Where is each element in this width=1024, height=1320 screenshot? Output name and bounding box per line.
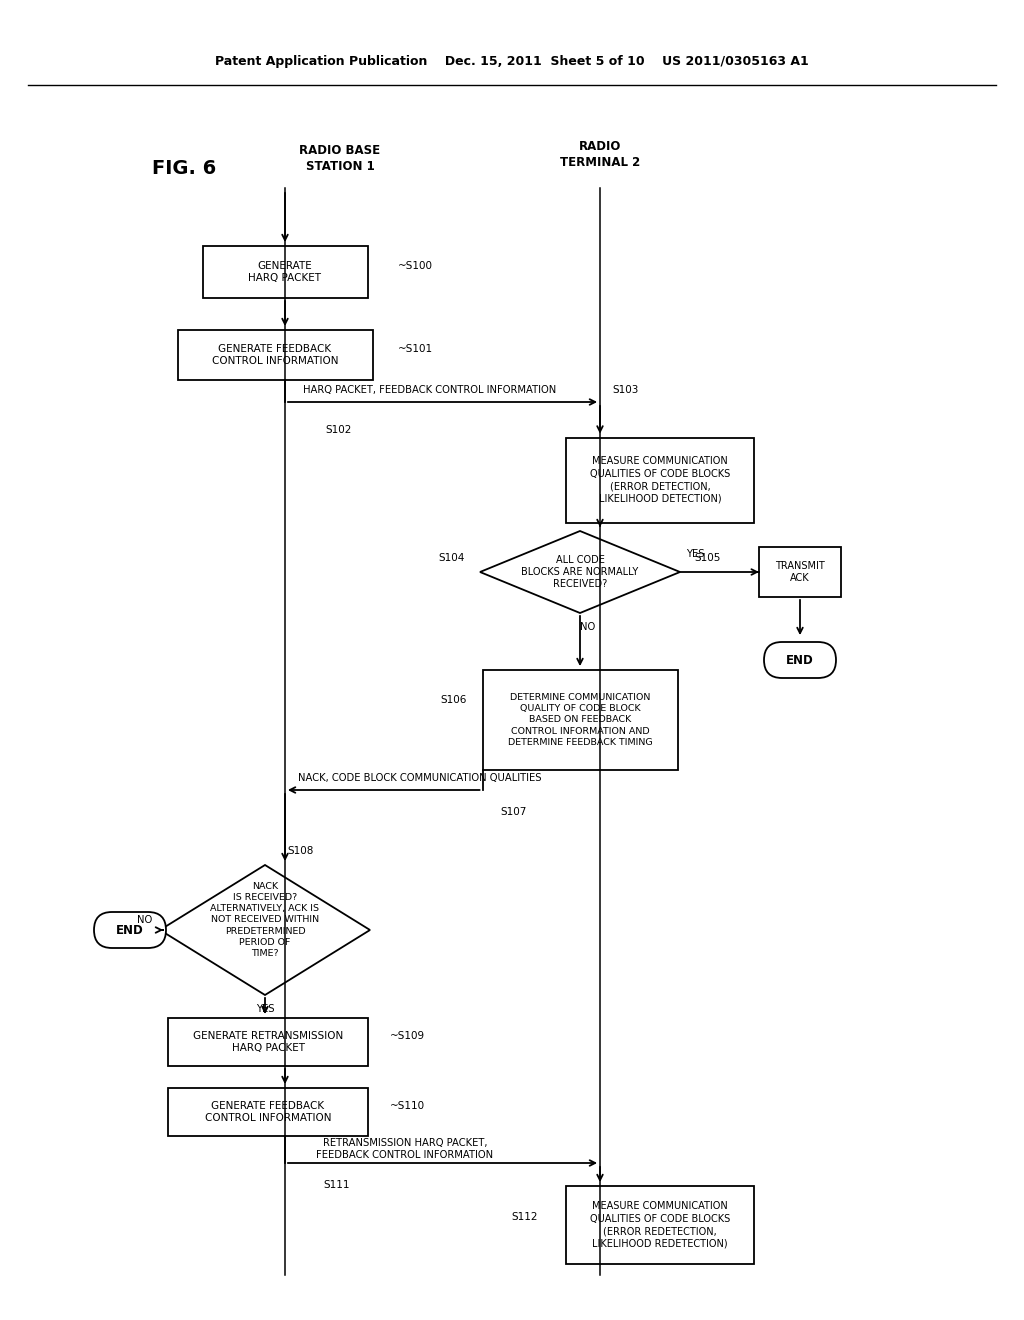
FancyBboxPatch shape (168, 1018, 368, 1067)
Text: GENERATE
HARQ PACKET: GENERATE HARQ PACKET (249, 261, 322, 284)
FancyBboxPatch shape (482, 671, 678, 770)
Text: Patent Application Publication    Dec. 15, 2011  Sheet 5 of 10    US 2011/030516: Patent Application Publication Dec. 15, … (215, 55, 809, 69)
Text: ~S101: ~S101 (397, 345, 432, 354)
FancyBboxPatch shape (203, 246, 368, 298)
Text: S105: S105 (694, 553, 721, 564)
Text: ALL CODE
BLOCKS ARE NORMALLY
RECEIVED?: ALL CODE BLOCKS ARE NORMALLY RECEIVED? (521, 554, 639, 590)
Text: NO: NO (581, 622, 596, 632)
FancyBboxPatch shape (566, 1185, 754, 1265)
FancyBboxPatch shape (177, 330, 373, 380)
Text: DETERMINE COMMUNICATION
QUALITY OF CODE BLOCK
BASED ON FEEDBACK
CONTROL INFORMAT: DETERMINE COMMUNICATION QUALITY OF CODE … (508, 693, 652, 747)
Text: YES: YES (256, 1005, 274, 1014)
Text: S111: S111 (323, 1180, 349, 1191)
Text: RETRANSMISSION HARQ PACKET,
FEEDBACK CONTROL INFORMATION: RETRANSMISSION HARQ PACKET, FEEDBACK CON… (316, 1138, 494, 1160)
Polygon shape (480, 531, 680, 612)
Text: S112: S112 (512, 1212, 538, 1222)
FancyBboxPatch shape (94, 912, 166, 948)
Text: S103: S103 (612, 385, 638, 395)
Text: GENERATE RETRANSMISSION
HARQ PACKET: GENERATE RETRANSMISSION HARQ PACKET (193, 1031, 343, 1053)
Text: FIG. 6: FIG. 6 (152, 158, 216, 177)
Text: END: END (116, 924, 144, 936)
Text: MEASURE COMMUNICATION
QUALITIES OF CODE BLOCKS
(ERROR DETECTION,
LIKELIHOOD DETE: MEASURE COMMUNICATION QUALITIES OF CODE … (590, 457, 730, 504)
Text: YES: YES (686, 549, 705, 558)
Text: S106: S106 (440, 696, 467, 705)
Text: NO: NO (137, 915, 152, 925)
FancyBboxPatch shape (759, 546, 841, 597)
Polygon shape (160, 865, 370, 995)
Text: GENERATE FEEDBACK
CONTROL INFORMATION: GENERATE FEEDBACK CONTROL INFORMATION (205, 1101, 331, 1123)
Text: END: END (786, 653, 814, 667)
Text: ~S109: ~S109 (390, 1031, 425, 1041)
Text: MEASURE COMMUNICATION
QUALITIES OF CODE BLOCKS
(ERROR REDETECTION,
LIKELIHOOD RE: MEASURE COMMUNICATION QUALITIES OF CODE … (590, 1201, 730, 1249)
Text: ~S110: ~S110 (390, 1101, 425, 1111)
Text: NACK, CODE BLOCK COMMUNICATION QUALITIES: NACK, CODE BLOCK COMMUNICATION QUALITIES (298, 774, 542, 783)
Text: RADIO
TERMINAL 2: RADIO TERMINAL 2 (560, 140, 640, 169)
Text: GENERATE FEEDBACK
CONTROL INFORMATION: GENERATE FEEDBACK CONTROL INFORMATION (212, 343, 338, 366)
FancyBboxPatch shape (566, 437, 754, 523)
Text: S107: S107 (500, 807, 526, 817)
Text: ~S100: ~S100 (397, 261, 432, 271)
FancyBboxPatch shape (764, 642, 836, 678)
Text: HARQ PACKET, FEEDBACK CONTROL INFORMATION: HARQ PACKET, FEEDBACK CONTROL INFORMATIO… (303, 385, 557, 395)
Text: S104: S104 (438, 553, 464, 564)
Text: NACK
IS RECEIVED?
ALTERNATIVELY, ACK IS
NOT RECEIVED WITHIN
PREDETERMINED
PERIOD: NACK IS RECEIVED? ALTERNATIVELY, ACK IS … (211, 882, 319, 958)
Text: RADIO BASE
STATION 1: RADIO BASE STATION 1 (299, 144, 381, 173)
Text: S108: S108 (287, 846, 313, 855)
Text: S102: S102 (325, 425, 351, 436)
FancyBboxPatch shape (168, 1088, 368, 1137)
Text: TRANSMIT
ACK: TRANSMIT ACK (775, 561, 825, 583)
